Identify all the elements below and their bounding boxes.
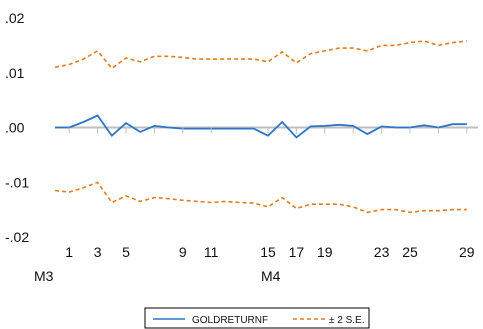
x-group-labels: M3 M4 bbox=[34, 268, 281, 284]
y-axis: .02 .01 .00 -.01 -.02 bbox=[5, 10, 29, 245]
goldreturnf-line bbox=[55, 114, 467, 139]
x-tick-label: 5 bbox=[122, 244, 130, 260]
y-tick-label: .02 bbox=[5, 10, 25, 26]
y-tick-label: -.01 bbox=[5, 174, 29, 190]
legend-label-se: ± 2 S.E. bbox=[329, 315, 365, 326]
legend-box bbox=[144, 307, 370, 329]
legend: GOLDRETURNF ± 2 S.E. bbox=[144, 307, 370, 329]
series-layer bbox=[54, 40, 467, 214]
x-group-label: M3 bbox=[34, 268, 54, 284]
x-group-label: M4 bbox=[261, 268, 281, 284]
x-tick-label: 19 bbox=[317, 244, 333, 260]
x-tick-label: 11 bbox=[204, 244, 219, 260]
se-upper-band-line bbox=[54, 40, 467, 70]
y-tick-label: .00 bbox=[5, 120, 25, 136]
legend-label-goldreturnf: GOLDRETURNF bbox=[192, 315, 268, 326]
x-axis: 1 3 5 9 11 15 17 19 23 25 29 bbox=[65, 127, 475, 260]
y-tick-label: .01 bbox=[5, 65, 25, 81]
y-tick-label: -.02 bbox=[5, 229, 29, 245]
x-tick-label: 3 bbox=[94, 244, 102, 260]
x-tick-label: 9 bbox=[179, 244, 187, 260]
x-tick-label: 15 bbox=[260, 244, 276, 260]
x-tick-label: 17 bbox=[289, 244, 305, 260]
x-tick-label: 25 bbox=[402, 244, 418, 260]
x-tick-label: 29 bbox=[459, 244, 475, 260]
x-tick-label: 1 bbox=[65, 244, 73, 260]
se-lower-band-line bbox=[54, 181, 467, 214]
x-tick-label: 23 bbox=[374, 244, 390, 260]
